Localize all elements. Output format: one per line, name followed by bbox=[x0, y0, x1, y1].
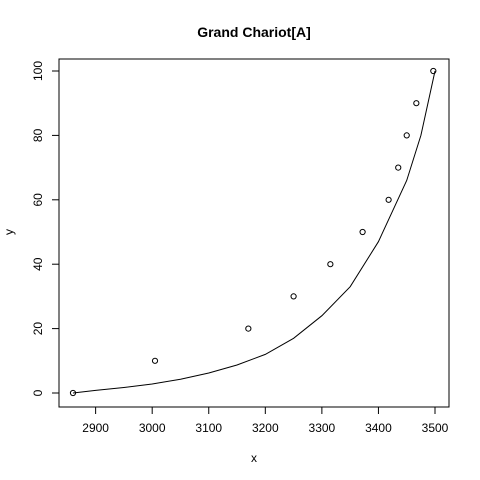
x-tick-label: 3500 bbox=[422, 421, 449, 435]
x-tick-label: 2900 bbox=[82, 421, 109, 435]
y-tick-label: 0 bbox=[31, 389, 45, 396]
x-tick-label: 3100 bbox=[195, 421, 222, 435]
x-tick-label: 3000 bbox=[139, 421, 166, 435]
y-tick-label: 80 bbox=[31, 128, 45, 142]
chart-title: Grand Chariot[A] bbox=[197, 24, 311, 40]
x-tick-label: 3400 bbox=[365, 421, 392, 435]
x-axis-label: x bbox=[251, 451, 257, 465]
y-axis-label: y bbox=[2, 229, 16, 235]
x-tick-label: 3300 bbox=[309, 421, 336, 435]
y-tick-label: 20 bbox=[31, 322, 45, 336]
y-tick-label: 40 bbox=[31, 257, 45, 271]
y-tick-label: 100 bbox=[31, 61, 45, 81]
y-tick-label: 60 bbox=[31, 193, 45, 207]
x-tick-label: 3200 bbox=[252, 421, 279, 435]
